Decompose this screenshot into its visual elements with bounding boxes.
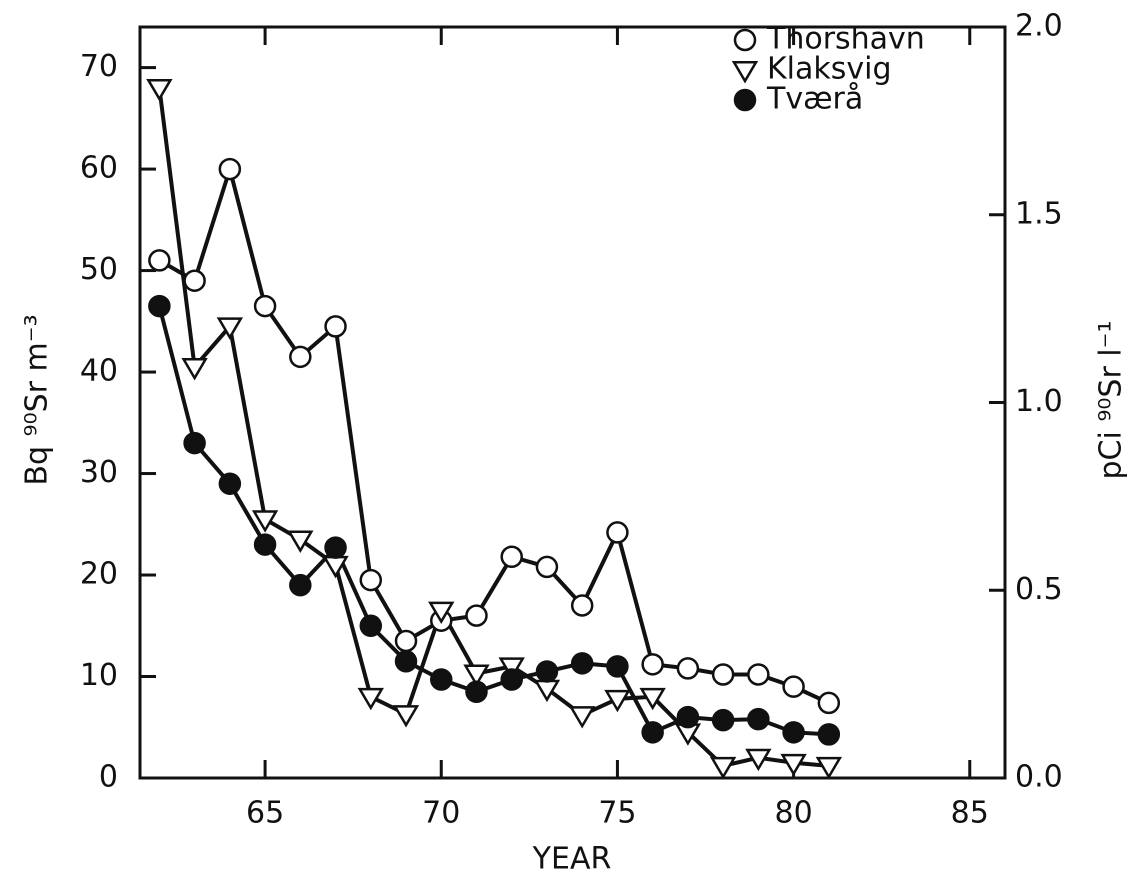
legend-label: Klaksvig bbox=[767, 52, 892, 87]
data-point bbox=[676, 657, 700, 680]
data-point bbox=[570, 652, 594, 675]
data-point bbox=[287, 530, 314, 553]
data-point bbox=[606, 521, 629, 544]
data-point bbox=[183, 269, 206, 292]
data-point bbox=[639, 687, 666, 711]
data-point bbox=[392, 705, 420, 728]
data-point bbox=[216, 317, 244, 340]
x-tick-label: 70 bbox=[422, 796, 460, 831]
data-point bbox=[359, 568, 383, 592]
data-point bbox=[569, 706, 596, 729]
data-point bbox=[570, 594, 594, 617]
data-point bbox=[817, 691, 841, 715]
data-point bbox=[817, 723, 841, 746]
data-point bbox=[641, 653, 664, 676]
series-line bbox=[158, 161, 830, 705]
data-point bbox=[289, 573, 312, 597]
x-tick-label: 80 bbox=[775, 796, 813, 831]
series-line bbox=[157, 87, 830, 769]
y-tick-label: 70 bbox=[80, 49, 118, 84]
data-point bbox=[183, 431, 206, 455]
data-point bbox=[604, 689, 631, 713]
data-point bbox=[535, 555, 559, 579]
data-point bbox=[430, 668, 453, 691]
y2-tick-label: 1.5 bbox=[1015, 196, 1063, 231]
y2-tick-label: 2.0 bbox=[1015, 9, 1063, 44]
data-point bbox=[782, 721, 805, 744]
data-point bbox=[711, 708, 735, 732]
data-point bbox=[181, 358, 208, 381]
data-point bbox=[465, 604, 488, 627]
data-point bbox=[500, 545, 523, 569]
x-tick-label: 75 bbox=[598, 796, 636, 831]
data-point bbox=[747, 707, 770, 731]
data-point bbox=[253, 533, 277, 556]
data-point bbox=[324, 536, 347, 559]
data-point bbox=[253, 294, 277, 318]
data-point bbox=[324, 315, 347, 338]
data-point bbox=[251, 510, 279, 533]
data-point bbox=[465, 680, 488, 703]
legend-marker bbox=[733, 28, 757, 52]
data-point bbox=[641, 721, 664, 744]
data-point bbox=[218, 472, 242, 495]
data-point bbox=[463, 664, 490, 687]
y-tick-label: 20 bbox=[80, 557, 118, 592]
data-point bbox=[218, 157, 242, 181]
y-tick-label: 60 bbox=[80, 151, 118, 186]
data-point bbox=[394, 650, 418, 673]
data-point bbox=[782, 675, 805, 698]
data-point bbox=[606, 655, 629, 678]
data-point bbox=[498, 657, 525, 680]
data-point bbox=[357, 687, 384, 711]
data-point bbox=[535, 660, 559, 683]
data-point bbox=[676, 705, 700, 729]
y-tick-label: 40 bbox=[80, 354, 118, 389]
data-point bbox=[711, 663, 735, 686]
data-point bbox=[780, 753, 807, 777]
y-tick-label: 30 bbox=[80, 455, 118, 490]
data-point bbox=[500, 668, 523, 691]
data-point bbox=[745, 748, 772, 772]
legend-marker bbox=[731, 61, 759, 84]
y-tick-label: 10 bbox=[80, 658, 118, 693]
y-axis-label: Bq ⁹⁰Sr m⁻³ bbox=[20, 314, 55, 485]
y2-axis-label: pCi ⁹⁰Sr l⁻¹ bbox=[1094, 320, 1129, 479]
data-point bbox=[394, 629, 418, 653]
data-point bbox=[747, 663, 770, 686]
y-tick-label: 50 bbox=[80, 252, 118, 287]
x-axis-label: YEAR bbox=[532, 842, 612, 877]
data-point bbox=[146, 78, 173, 102]
x-tick-label: 65 bbox=[246, 796, 284, 831]
y-tick-label: 0 bbox=[99, 760, 118, 795]
data-point bbox=[815, 756, 843, 780]
y2-tick-label: 1.0 bbox=[1015, 384, 1063, 419]
x-tick-label: 85 bbox=[951, 796, 989, 831]
data-point bbox=[148, 249, 171, 272]
legend-label: Tværå bbox=[766, 82, 863, 117]
data-point bbox=[289, 345, 312, 369]
data-point bbox=[359, 614, 383, 638]
legend-label: Thorshavn bbox=[766, 22, 925, 57]
data-point bbox=[148, 294, 171, 318]
data-point bbox=[709, 756, 737, 780]
y2-tick-label: 0.0 bbox=[1015, 760, 1063, 795]
y2-tick-label: 0.5 bbox=[1015, 572, 1063, 607]
legend-marker bbox=[733, 88, 757, 112]
data-point bbox=[428, 601, 455, 625]
